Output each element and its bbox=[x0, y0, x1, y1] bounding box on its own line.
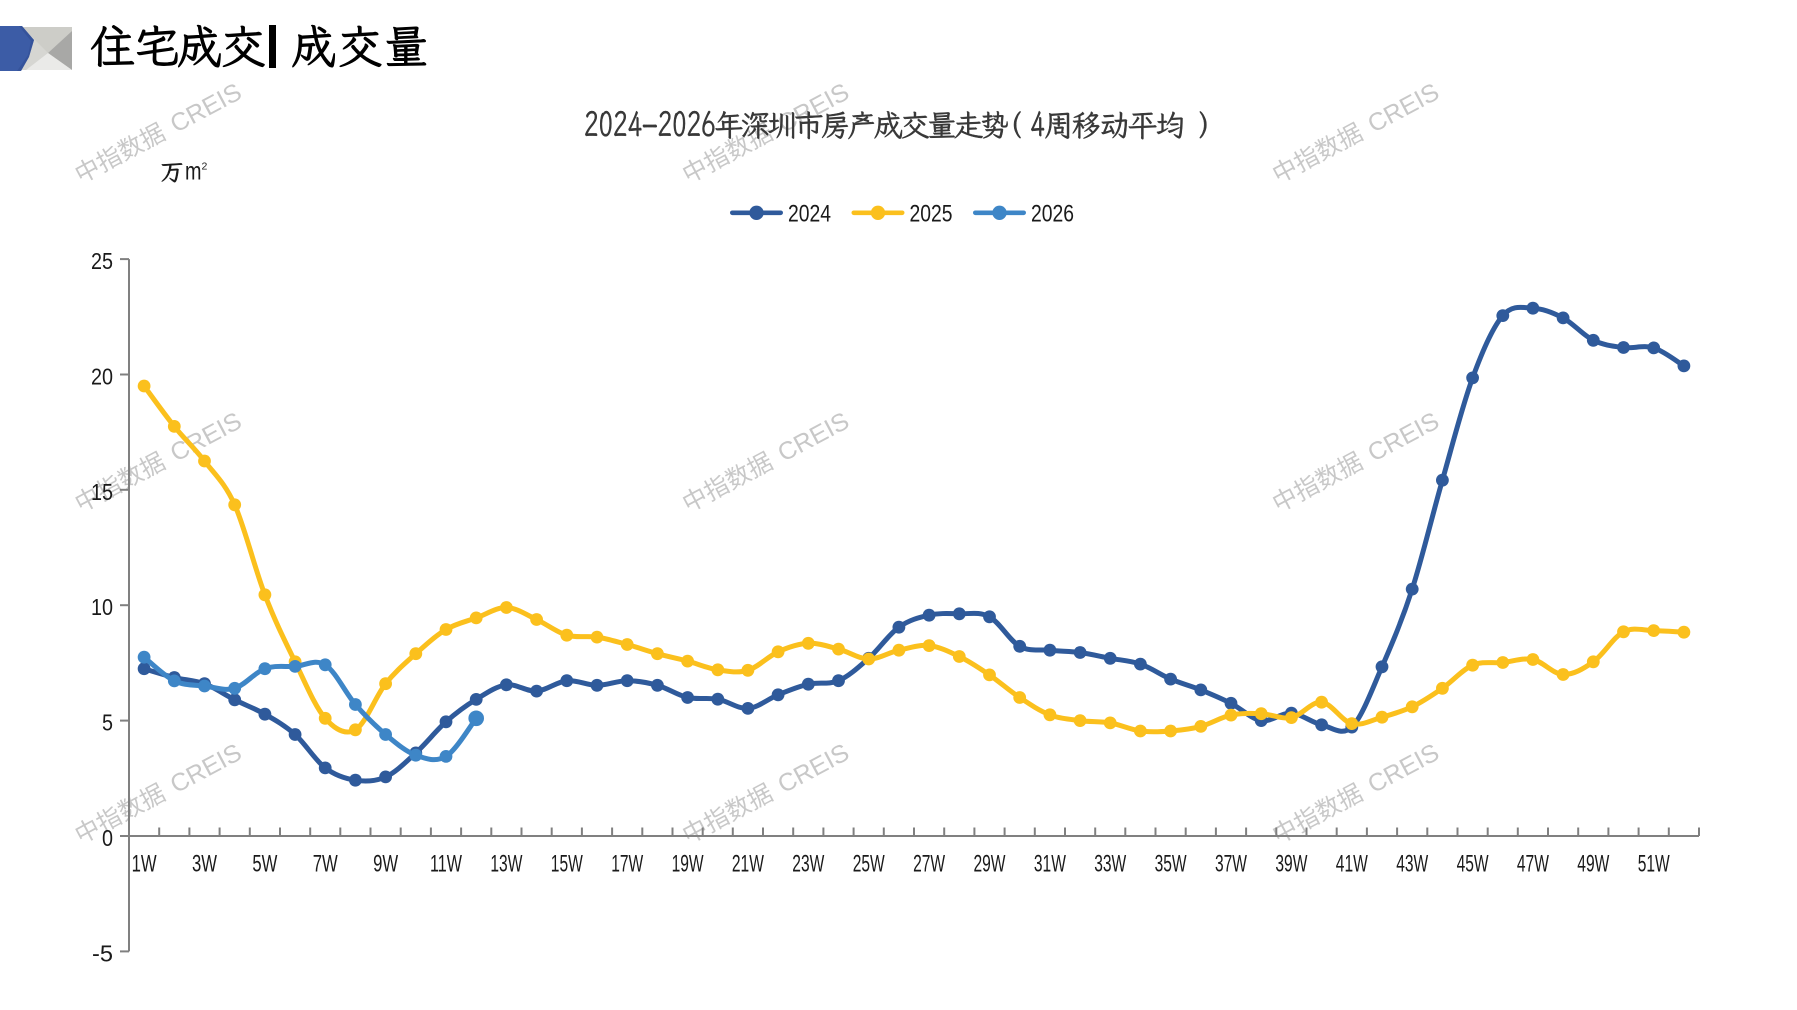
svg-text:47W: 47W bbox=[1517, 851, 1549, 878]
svg-text:2: 2 bbox=[202, 161, 208, 173]
svg-text:35W: 35W bbox=[1155, 851, 1187, 878]
svg-text:11W: 11W bbox=[430, 851, 462, 878]
svg-text:15W: 15W bbox=[551, 851, 583, 878]
svg-text:9W: 9W bbox=[373, 851, 398, 878]
svg-text:27W: 27W bbox=[913, 851, 945, 878]
svg-text:17W: 17W bbox=[611, 851, 643, 878]
svg-text:23W: 23W bbox=[792, 851, 824, 878]
svg-text:33W: 33W bbox=[1094, 851, 1126, 878]
svg-text:m: m bbox=[185, 158, 202, 186]
svg-text:7W: 7W bbox=[313, 851, 338, 878]
svg-text:10: 10 bbox=[91, 594, 113, 620]
svg-text:37W: 37W bbox=[1215, 851, 1247, 878]
svg-text:20: 20 bbox=[91, 364, 113, 390]
svg-text:15: 15 bbox=[91, 479, 113, 505]
svg-text:13W: 13W bbox=[490, 851, 522, 878]
svg-text:3W: 3W bbox=[192, 851, 217, 878]
svg-text:29W: 29W bbox=[974, 851, 1006, 878]
svg-text:0: 0 bbox=[102, 825, 113, 851]
svg-text:43W: 43W bbox=[1396, 851, 1428, 878]
svg-text:31W: 31W bbox=[1034, 851, 1066, 878]
svg-text:25: 25 bbox=[91, 248, 113, 274]
svg-text:2024: 2024 bbox=[788, 201, 831, 228]
svg-text:51W: 51W bbox=[1638, 851, 1670, 878]
svg-text:25W: 25W bbox=[853, 851, 885, 878]
svg-text:5W: 5W bbox=[252, 851, 277, 878]
svg-text:2026: 2026 bbox=[1031, 201, 1074, 228]
svg-text:41W: 41W bbox=[1336, 851, 1368, 878]
svg-text:5: 5 bbox=[102, 710, 113, 736]
svg-text:19W: 19W bbox=[672, 851, 704, 878]
svg-text:45W: 45W bbox=[1457, 851, 1489, 878]
svg-text:2025: 2025 bbox=[910, 201, 953, 228]
svg-text:39W: 39W bbox=[1275, 851, 1307, 878]
svg-text:-5: -5 bbox=[92, 940, 113, 966]
svg-text:1W: 1W bbox=[132, 851, 157, 878]
svg-text:21W: 21W bbox=[732, 851, 764, 878]
svg-text:49W: 49W bbox=[1577, 851, 1609, 878]
